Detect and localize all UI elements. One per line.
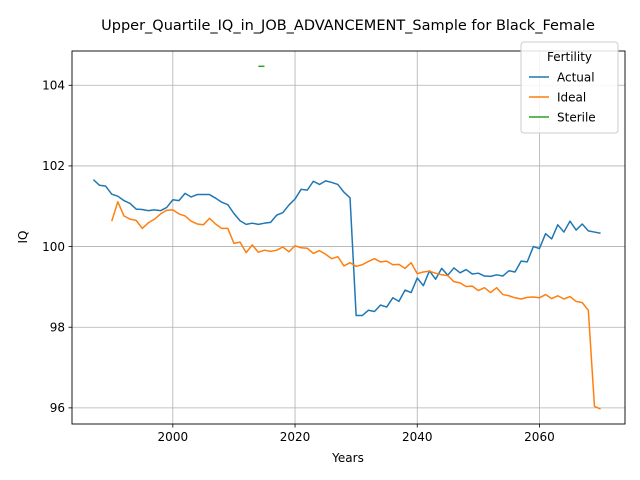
x-tick-label: 2040 — [402, 430, 433, 444]
y-tick-label: 102 — [42, 159, 65, 173]
y-axis-label: IQ — [16, 231, 30, 244]
legend: Fertility Actual Ideal Sterile — [520, 41, 619, 134]
y-tick-label: 96 — [50, 401, 65, 415]
x-axis-label: Years — [331, 451, 364, 465]
y-tick-label: 98 — [50, 321, 65, 335]
legend-label-ideal: Ideal — [557, 90, 586, 104]
x-tick-label: 2000 — [158, 430, 189, 444]
x-tick-label: 2060 — [524, 430, 555, 444]
x-tick-label: 2020 — [280, 430, 311, 444]
y-tick-label: 104 — [42, 79, 65, 93]
series-line-ideal — [111, 201, 601, 410]
axis-ticks: 2000 2020 2040 2060 96 98 100 102 104 — [42, 79, 555, 444]
plot-frame — [71, 50, 626, 425]
data-series — [92, 65, 601, 410]
legend-items: Actual Ideal Sterile — [529, 70, 596, 124]
chart-title: Upper_Quartile_IQ_in_JOB_ADVANCEMENT_Sam… — [101, 18, 595, 34]
legend-label-actual: Actual — [557, 70, 595, 84]
legend-box — [520, 41, 619, 134]
series-line-actual — [92, 179, 601, 317]
y-tick-label: 100 — [42, 240, 65, 254]
legend-title: Fertility — [547, 50, 592, 64]
legend-label-sterile: Sterile — [557, 110, 596, 124]
